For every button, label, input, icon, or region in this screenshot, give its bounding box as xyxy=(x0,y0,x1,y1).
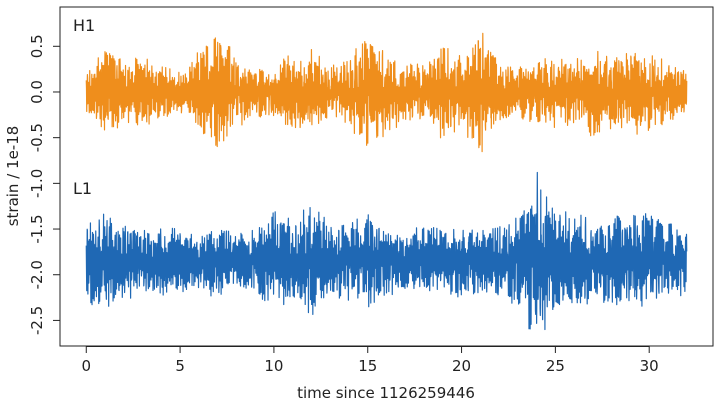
series-line-h1 xyxy=(85,32,688,153)
x-tick-label: 20 xyxy=(452,357,471,375)
y-axis: -2.5 -2.0 -1.5 -1.0 -0.5 0.0 0.5 xyxy=(28,34,60,335)
y-tick-label: 0.5 xyxy=(28,34,46,58)
series-layer xyxy=(85,32,688,331)
x-axis: 0 5 10 15 20 25 30 xyxy=(81,346,659,375)
series-label-l1: L1 xyxy=(73,179,92,198)
y-tick-label: -1.0 xyxy=(28,169,46,198)
y-tick-label: -2.0 xyxy=(28,260,46,289)
x-tick-label: 30 xyxy=(640,357,659,375)
series-label-h1: H1 xyxy=(73,16,95,35)
x-tick-label: 10 xyxy=(264,357,283,375)
plot-area xyxy=(85,32,688,331)
x-tick-label: 15 xyxy=(358,357,377,375)
x-tick-label: 5 xyxy=(175,357,185,375)
y-tick-label: -2.5 xyxy=(28,306,46,335)
x-tick-label: 25 xyxy=(546,357,565,375)
x-tick-label: 0 xyxy=(81,357,91,375)
y-tick-label: 0.0 xyxy=(28,80,46,104)
y-axis-label: strain / 1e-18 xyxy=(4,126,22,227)
series-line-l1 xyxy=(85,171,688,331)
x-axis-label: time since 1126259446 xyxy=(297,384,475,402)
y-tick-label: -0.5 xyxy=(28,123,46,152)
y-tick-label: -1.5 xyxy=(28,214,46,243)
